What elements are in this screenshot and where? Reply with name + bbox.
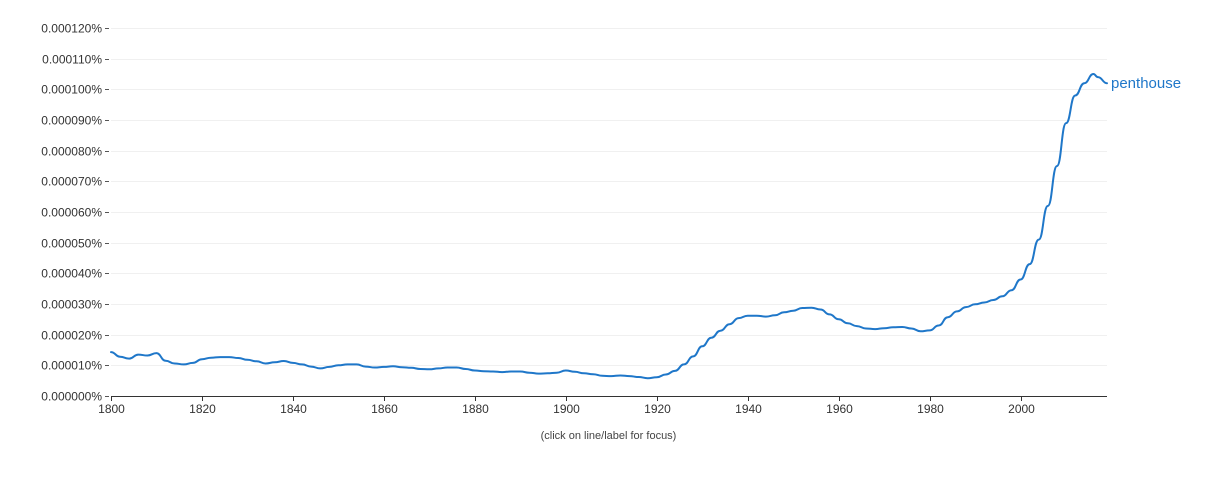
x-tick-label: 1960	[826, 402, 853, 416]
y-axis-ticks: 0.000000% 0.000010% 0.000020% 0.000030% 0.00…	[41, 22, 109, 404]
series-line-penthouse[interactable]	[110, 73, 1108, 380]
x-tick-label: 1920	[644, 402, 671, 416]
x-tick-label: 1880	[462, 402, 489, 416]
y-tick-label: 0.000020%	[41, 329, 102, 343]
x-tick-label: 1820	[189, 402, 216, 416]
x-tick-label: 1900	[553, 402, 580, 416]
y-tick-label: 0.000120%	[41, 22, 102, 36]
x-tick-label: 1940	[735, 402, 762, 416]
y-tick-label: 0.000060%	[41, 206, 102, 220]
y-tick-label: 0.000080%	[41, 145, 102, 159]
focus-hint: (click on line/label for focus)	[540, 430, 677, 442]
series-label-penthouse[interactable]: penthouse	[1111, 75, 1181, 92]
x-axis-ticks: 1800 1820 1840 1860 1880 1900 1920 1940 1960 1980…	[98, 396, 1035, 416]
grid-lines	[111, 28, 1107, 366]
x-tick-label: 1840	[280, 402, 307, 416]
x-tick-label: 1800	[98, 402, 125, 416]
series-labels[interactable]: penthouse	[1111, 75, 1181, 92]
x-tick-label: 1980	[917, 402, 944, 416]
y-tick-label: 0.000010%	[41, 359, 102, 373]
y-tick-label: 0.000050%	[41, 237, 102, 251]
x-tick-label: 2000	[1008, 402, 1035, 416]
y-tick-label: 0.000000%	[41, 390, 102, 404]
y-tick-label: 0.000100%	[41, 83, 102, 97]
y-tick-label: 0.000040%	[41, 267, 102, 281]
y-tick-label: 0.000090%	[41, 114, 102, 128]
y-tick-label: 0.000030%	[41, 298, 102, 312]
y-tick-label: 0.000070%	[41, 175, 102, 189]
y-tick-label: 0.000110%	[42, 53, 102, 67]
x-tick-label: 1860	[371, 402, 398, 416]
series-lines[interactable]	[110, 73, 1108, 380]
